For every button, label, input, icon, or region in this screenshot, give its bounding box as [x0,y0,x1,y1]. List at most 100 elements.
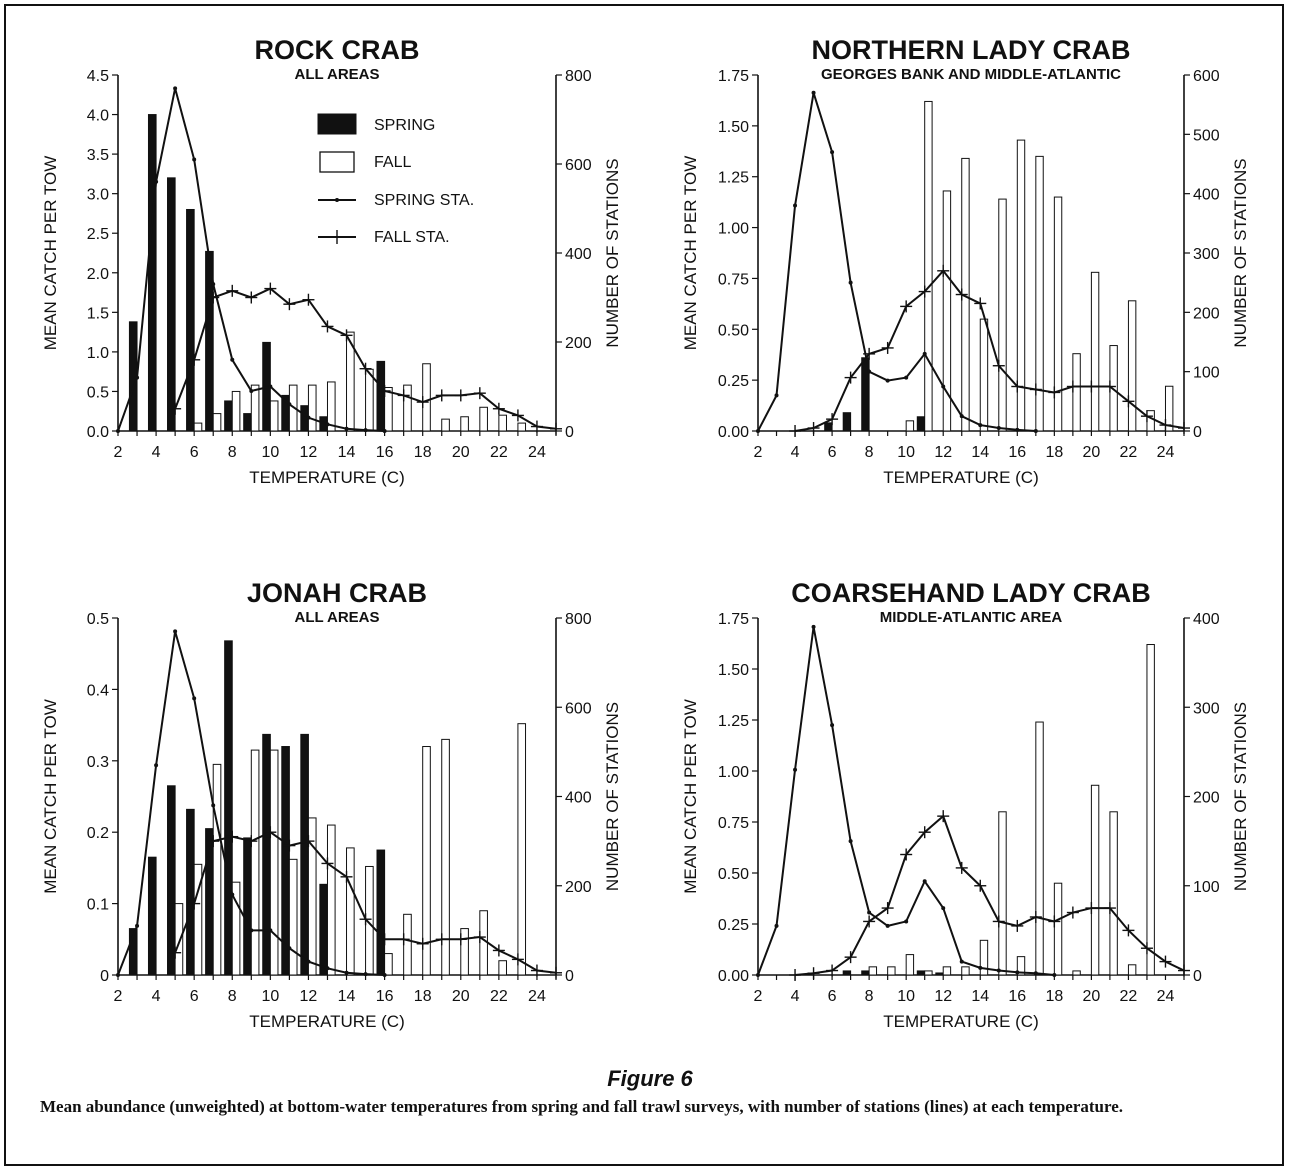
spring-station-point [811,624,816,629]
fall-bar [868,966,878,976]
fall-bar [441,418,450,432]
spring-bar [281,746,290,976]
spring-station-point [135,923,140,928]
fall-bar [887,966,896,976]
fall-bar [1090,784,1100,976]
fall-bar [924,970,933,976]
spring-station-point [848,280,853,285]
spring-station-point [135,375,140,380]
spring-station-point [867,910,872,915]
spring-bar [262,733,271,976]
x-axis-label: TEMPERATURE (C) [249,1012,405,1031]
y-tick-label: 1.50 [718,119,749,136]
fall-bar [1035,155,1044,432]
y2-tick-label: 300 [1193,700,1220,717]
x-tick-label: 22 [1120,444,1138,461]
spring-station-point [116,429,120,433]
x-tick-label: 12 [934,988,952,1005]
spring-station-point [344,426,349,431]
spring-station-point [774,393,779,398]
spring-station-point [904,919,909,924]
x-tick-label: 16 [1008,444,1026,461]
x-tick-label: 4 [152,444,161,461]
x-tick-label: 22 [1120,988,1138,1005]
fall-bar [422,363,431,432]
spring-bar [167,177,176,432]
fall-bar [307,817,317,976]
fall-bar [1164,385,1174,432]
y-tick-label: 0.25 [718,917,749,934]
spring-station-point [774,923,779,928]
legend-fall-label: FALL [374,154,411,171]
spring-bar [824,422,833,432]
spring-station-point [306,415,311,420]
x-tick-label: 22 [490,988,508,1005]
spring-station-point [211,803,216,808]
chart-subtitle: ALL AREAS [294,66,379,83]
fall-bar [979,318,989,432]
y-tick-label: 4.0 [87,108,109,125]
fall-bar [384,953,393,976]
spring-station-point [268,928,273,933]
x-tick-label: 2 [754,988,763,1005]
y2-tick-label: 200 [1193,305,1220,322]
x-tick-label: 8 [865,988,874,1005]
fall-bar [942,190,952,432]
y-tick-label: 0.75 [718,815,749,832]
y-tick-label: 0.25 [718,373,749,390]
spring-station-point [941,384,946,389]
spring-station-point [922,351,927,356]
spring-station-point [249,928,254,933]
spring-stations-line [117,88,385,432]
x-tick-label: 18 [1045,988,1063,1005]
y2-tick-label: 0 [565,968,574,985]
x-tick-label: 8 [228,988,237,1005]
spring-bar [319,883,328,976]
spring-bar [167,785,176,976]
y2-axis-label: NUMBER OF STATIONS [1231,158,1250,347]
x-axis-label: TEMPERATURE (C) [883,1012,1039,1031]
spring-station-point [922,879,927,884]
spring-station-point [344,970,349,975]
legend-fall-sta-label: FALL STA. [374,229,450,246]
x-tick-label: 18 [414,444,432,461]
x-tick-label: 20 [1082,444,1100,461]
spring-station-point [116,973,120,977]
x-tick-label: 2 [114,988,123,1005]
spring-bar [186,208,195,432]
y2-tick-label: 200 [1193,790,1220,807]
y-axis-label: MEAN CATCH PER TOW [41,156,60,351]
spring-station-point [885,378,890,383]
y2-tick-label: 100 [1193,365,1220,382]
fall-bar [365,368,374,432]
spring-bar [916,970,926,976]
spring-station-point [978,965,983,970]
spring-station-point [382,973,387,977]
fall-bar [403,913,412,976]
fall-bar [998,198,1007,432]
spring-bar [147,114,157,432]
chart-title: JONAH CRAB [247,578,427,608]
y2-axis-label: NUMBER OF STATIONS [603,702,622,891]
x-tick-label: 8 [865,444,874,461]
fall-bar [231,390,241,432]
spring-station-point [1033,971,1038,976]
y2-tick-label: 400 [565,246,592,263]
x-tick-label: 14 [338,988,356,1005]
spring-bar [224,400,233,432]
fall-bar [441,738,450,976]
x-axis-label: TEMPERATURE (C) [249,468,405,487]
fall-bar [269,749,279,976]
x-tick-label: 2 [754,444,763,461]
y-tick-label: 1.5 [87,305,109,322]
spring-bar [842,412,852,432]
fall-bar [193,422,203,432]
y-tick-label: 0.00 [718,968,749,985]
y-tick-label: 0.5 [87,611,109,628]
x-tick-label: 14 [971,444,989,461]
x-tick-label: 10 [261,988,279,1005]
spring-station-point [325,422,330,427]
